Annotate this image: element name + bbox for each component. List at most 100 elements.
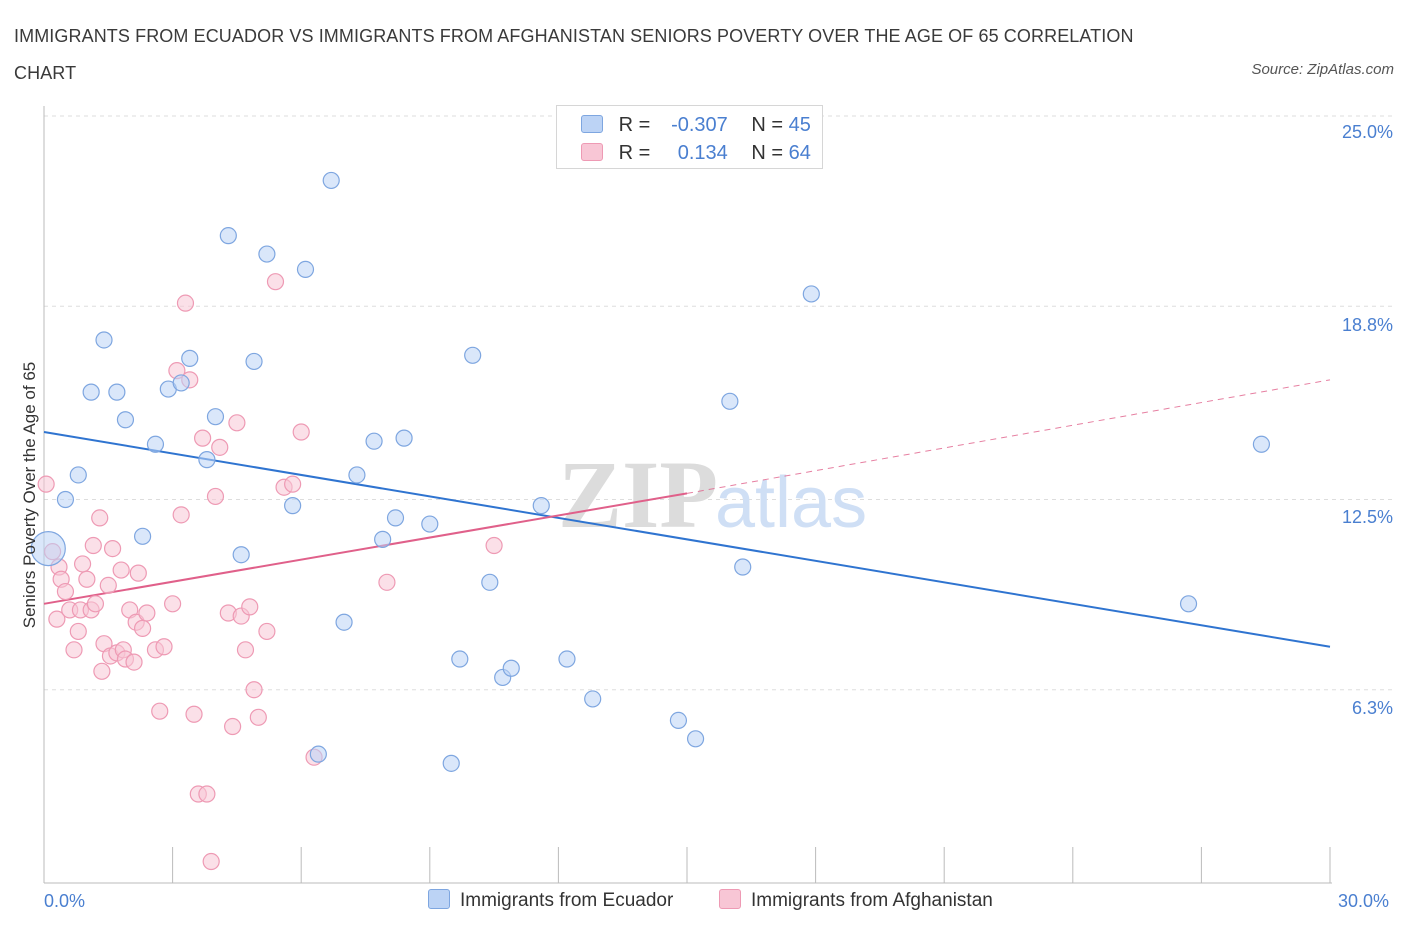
afghanistan-point [69,622,87,641]
watermark-atlas: atlas [715,463,867,543]
legend-r-label: R = [618,142,651,164]
afghanistan-point [378,573,396,591]
ecuador-point [284,497,302,515]
afghanistan-point [241,598,259,616]
ecuador-point [146,435,165,453]
ecuador-point [245,352,263,371]
axes [43,106,1332,884]
afghanistan-point [86,595,105,613]
ecuador-swatch [581,115,603,133]
ecuador-point [82,383,100,401]
ecuador-point [365,432,383,450]
ecuador-point [172,374,190,392]
ecuador-point [232,546,250,564]
afghanistan-point [284,475,302,493]
x-tick-label-min: 0.0% [44,891,86,911]
afghanistan-point [125,653,143,671]
watermark-zip: ZIP [558,441,718,548]
ecuador-point [56,490,75,509]
afghanistan-point [48,610,66,628]
afghanistan-n-value: 64 [788,142,811,164]
ecuador-point [181,349,199,367]
ecuador-point [309,745,327,763]
afghanistan-point [228,414,246,432]
afghanistan-point [245,681,263,699]
afghanistan-point [224,717,242,736]
afghanistan-point [56,582,75,601]
afghanistan-point [99,576,117,595]
chart-title: IMMIGRANTS FROM ECUADOR VS IMMIGRANTS FR… [14,26,1134,83]
afghanistan-point [129,564,147,582]
ecuador-point [116,411,135,429]
ecuador-trend-line [43,431,1331,648]
ecuador-point [734,558,752,576]
ecuador-point [198,451,216,469]
ecuador-point [464,346,482,364]
afghanistan-point [202,852,220,871]
afghanistan-point [198,785,216,803]
ecuador-point [258,245,276,263]
ecuador-point [1179,595,1198,613]
ecuador-point [322,171,340,190]
ecuador-point [1252,435,1271,453]
ecuador-point [558,650,576,668]
x-tick-label-max: 30.0% [1338,891,1390,911]
ecuador-point [335,613,353,631]
afghanistan-point [185,705,203,723]
watermark: ZIP atlas [558,441,867,548]
afghanistan-point [164,595,182,613]
afghanistan-point [155,638,173,656]
y-axis-label: Seniors Poverty Over the Age of 65 [20,361,39,629]
ecuador-point [442,754,460,772]
ecuador-legend-swatch [428,889,450,909]
ecuador-point [669,711,688,729]
afghanistan-point [84,536,102,555]
afghanistan-point [211,438,229,456]
trend-lines [43,379,1331,648]
afghanistan-legend-label: Immigrants from Afghanistan [751,890,993,911]
ecuador-point [348,466,366,484]
afghanistan-point [65,641,83,659]
ecuador-point [133,527,152,545]
y-tick-label: 25.0% [1341,122,1393,142]
afghanistan-point [249,708,267,726]
afghanistan-point [93,662,111,680]
afghanistan-legend-swatch [719,889,741,909]
y-tick-label: 12.5% [1341,507,1393,527]
afghanistan-trend-line [43,492,688,605]
afghanistan-point [78,570,96,588]
ecuador-r-value: -0.307 [671,114,728,136]
ecuador-point [374,530,392,548]
source-label: Source: ZipAtlas.com [1251,61,1394,78]
legend-row-ecuador: R = -0.307 N = 45 [581,114,811,136]
ecuador-point [69,466,87,484]
afghanistan-point [292,423,310,441]
y-tick-label: 6.3% [1351,698,1393,718]
afghanistan-point [236,641,255,659]
ecuador-point [532,497,550,515]
ecuador-point [686,730,705,748]
afghanistan-point [266,273,285,291]
afghanistan-point [112,561,130,579]
ecuador-point [451,650,469,668]
afghanistan-point [485,536,503,555]
afghanistan-point [172,506,190,524]
legend-n-label: N = [751,142,784,164]
correlation-legend: R = -0.307 N = 45 R = 0.134 N = 64 [556,105,823,169]
y-tick-label: 18.8% [1341,315,1393,335]
bottom-legend-afghanistan[interactable]: Immigrants from Afghanistan [719,889,993,912]
afghanistan-point [37,475,55,493]
ecuador-point [802,285,820,303]
afghanistan-point [133,619,152,637]
legend-r-label: R = [618,114,651,136]
ecuador-point [219,227,237,245]
afghanistan-point [206,487,225,506]
ecuador-point [296,260,315,278]
bottom-legend-ecuador[interactable]: Immigrants from Ecuador [428,889,673,912]
ecuador-point [108,383,126,401]
afghanistan-point [194,429,212,447]
ecuador-point [386,509,405,527]
ecuador-point [481,573,499,591]
ecuador-n-value: 45 [788,114,811,136]
